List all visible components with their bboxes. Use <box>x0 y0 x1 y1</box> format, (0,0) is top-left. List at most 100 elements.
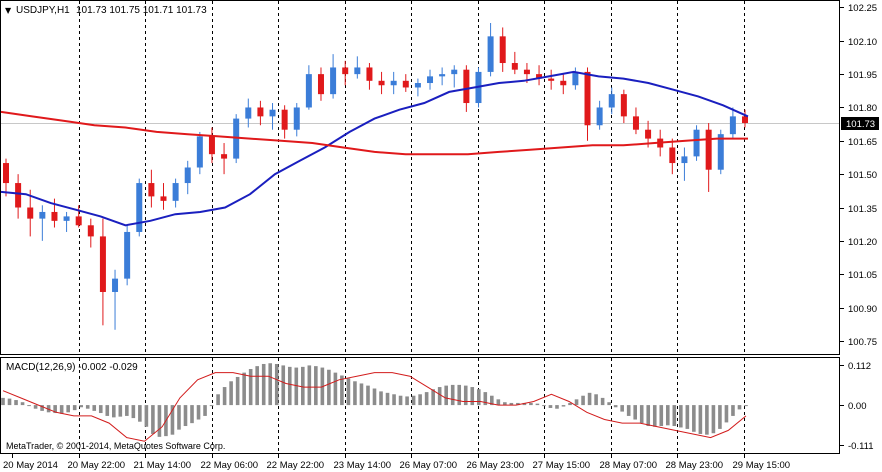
macd-bar <box>372 388 377 406</box>
macd-bar <box>27 405 31 407</box>
time-tick-label: 20 May 2014 <box>3 460 58 471</box>
time-tick-label: 26 May 23:00 <box>467 460 525 471</box>
candle-body <box>693 129 700 157</box>
macd-bar <box>118 405 123 417</box>
candle-body <box>87 225 94 237</box>
candle-body <box>584 71 591 126</box>
macd-bar <box>72 405 77 411</box>
macd-bar <box>385 392 390 406</box>
macd-bar <box>222 387 227 406</box>
main-chart-frame <box>0 0 840 355</box>
macd-bar <box>7 398 12 406</box>
macd-bar <box>379 391 383 406</box>
macd-bar <box>672 405 677 427</box>
macd-bar <box>314 366 318 406</box>
candle-body <box>208 136 215 155</box>
macd-bar <box>444 385 448 406</box>
macd-bar <box>463 385 468 406</box>
macd-bar <box>209 405 214 407</box>
candle-body <box>281 109 288 130</box>
candle-body <box>620 94 627 117</box>
candle-body <box>99 236 106 292</box>
candle-body <box>160 196 167 201</box>
macd-bar <box>40 405 44 411</box>
macd-tick-label: -0.111 <box>848 441 874 452</box>
price-tick-label: 102.10 <box>848 37 877 48</box>
macd-bar <box>633 405 638 420</box>
macd-bar <box>235 376 240 406</box>
chart-menu-icon[interactable]: ▼ <box>5 6 12 15</box>
candle-body <box>317 74 324 95</box>
time-tick-label: 27 May 15:00 <box>533 460 591 471</box>
price-tick-label: 101.50 <box>848 170 877 181</box>
macd-bar <box>411 395 416 406</box>
macd-bar <box>294 367 299 406</box>
macd-bar <box>450 384 455 406</box>
ma-slow-line <box>0 110 748 156</box>
macd-bar <box>405 396 409 406</box>
macd-bar <box>340 375 344 406</box>
macd-bar <box>711 405 716 434</box>
time-grid <box>79 1 745 453</box>
macd-bar <box>53 405 57 414</box>
macd-bar <box>490 395 494 406</box>
macd-bar <box>1 397 5 406</box>
macd-bar <box>548 405 553 408</box>
price-tick-label: 100.90 <box>848 304 877 315</box>
macd-bar <box>14 400 18 406</box>
macd-bar <box>737 405 742 410</box>
macd-bar <box>659 405 664 427</box>
candle-body <box>596 107 603 126</box>
candle-body <box>511 63 518 70</box>
macd-bar <box>346 378 351 406</box>
macd-bar <box>46 405 51 413</box>
macd-bar <box>705 405 709 435</box>
macd-histogram <box>1 363 748 442</box>
macd-bar <box>652 405 657 427</box>
price-tick-label: 100.75 <box>848 337 877 348</box>
macd-bar <box>392 394 396 406</box>
candle-body <box>705 129 712 170</box>
macd-bar <box>646 405 651 427</box>
macd-bar <box>353 381 357 406</box>
candles <box>3 23 748 330</box>
candle-body <box>608 94 615 108</box>
price-axis: 102.25 102.10 101.95 101.80 101.65 101.50 101.… <box>840 3 879 452</box>
candle-body <box>536 74 543 79</box>
time-axis: 20 May 2014 20 May 22:00 21 May 14:00 22 Ma… <box>3 454 790 471</box>
candle-body <box>124 231 131 279</box>
candle-body <box>342 67 349 75</box>
macd-bar <box>639 405 644 424</box>
macd-bar <box>718 405 722 429</box>
time-tick-label: 28 May 07:00 <box>600 460 658 471</box>
macd-bar <box>138 405 142 422</box>
candle-body <box>221 154 228 159</box>
macd-bar <box>503 402 507 406</box>
macd-bar <box>229 381 233 406</box>
candle-body <box>451 69 458 75</box>
candle-body <box>15 183 22 208</box>
time-tick-label: 26 May 07:00 <box>400 460 458 471</box>
macd-bar <box>105 405 110 416</box>
candle-body <box>717 134 724 170</box>
macd-bar <box>509 402 514 406</box>
macd-bar <box>542 405 546 407</box>
macd-bar <box>483 392 488 406</box>
time-tick-label: 29 May 15:00 <box>733 460 791 471</box>
price-tick-label: 101.65 <box>848 137 877 148</box>
candle-body <box>414 83 421 88</box>
candle-body <box>366 67 373 81</box>
macd-bar <box>431 389 435 406</box>
time-tick-label: 21 May 14:00 <box>134 460 192 471</box>
macd-bar <box>437 387 442 406</box>
macd-bar <box>33 405 38 409</box>
ohlc-readout: 101.73 101.75 101.71 101.73 <box>76 5 207 16</box>
macd-bar <box>151 405 155 434</box>
macd-bar <box>620 405 624 412</box>
time-tick-label: 28 May 23:00 <box>666 460 724 471</box>
candle-body <box>63 216 70 221</box>
macd-bar <box>731 405 735 416</box>
time-tick-label: 22 May 22:00 <box>267 460 325 471</box>
macd-bar <box>476 389 481 406</box>
